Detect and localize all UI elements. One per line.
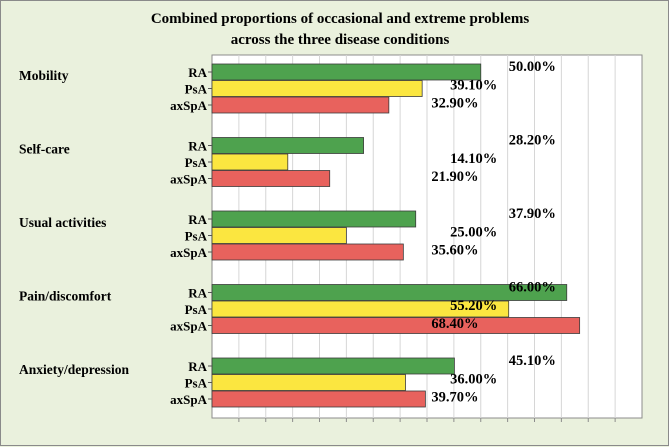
series-label: axSpA	[170, 245, 207, 260]
category-label: Pain/discomfort	[19, 289, 112, 304]
data-label: 37.90%	[509, 206, 556, 222]
bar	[211, 210, 417, 228]
series-label: axSpA	[170, 98, 207, 113]
bar	[211, 137, 364, 154]
data-label: 21.90%	[431, 169, 478, 185]
series-label: PsA	[185, 302, 208, 317]
series-label: PsA	[185, 229, 208, 244]
series-label: axSpA	[170, 172, 207, 187]
series-label: RA	[188, 65, 207, 80]
data-label: 39.70%	[431, 390, 478, 406]
bar	[211, 357, 455, 375]
bar	[211, 170, 331, 187]
data-label: 35.60%	[431, 243, 478, 259]
series-label: RA	[188, 139, 207, 154]
data-label: 14.10%	[450, 151, 497, 167]
bar	[211, 80, 423, 97]
data-label: 39.10%	[450, 77, 497, 93]
data-label: 50.00%	[509, 59, 556, 75]
data-label: 55.20%	[450, 298, 497, 314]
bar	[211, 153, 289, 171]
bar	[211, 243, 404, 261]
data-label: 25.00%	[450, 224, 497, 240]
data-label: 32.90%	[431, 96, 478, 112]
series-label: RA	[188, 359, 207, 374]
bar	[211, 317, 581, 334]
series-label: RA	[188, 212, 207, 227]
bar	[211, 390, 426, 408]
category-label: Mobility	[19, 68, 69, 83]
data-label: 28.20%	[509, 133, 556, 149]
series-label: RA	[188, 286, 207, 301]
bar	[211, 374, 406, 391]
data-label: 68.40%	[431, 316, 478, 332]
bar	[211, 96, 390, 114]
series-label: PsA	[185, 82, 208, 97]
bar	[211, 63, 482, 81]
category-label: Anxiety/depression	[19, 362, 130, 377]
chart-title-line-2: across the three disease conditions	[231, 32, 450, 48]
data-label: 45.10%	[509, 353, 556, 369]
series-label: axSpA	[170, 319, 207, 334]
bars	[211, 63, 581, 408]
category-label: Self-care	[19, 142, 70, 157]
series-label: PsA	[185, 155, 208, 170]
chart-title-line-1: Combined proportions of occasional and e…	[151, 11, 530, 27]
labels: Mobility RA 50.00% PsA 39.10% axSpA 32.90% Self…	[19, 59, 556, 407]
category-label: Usual activities	[19, 215, 106, 230]
series-label: axSpA	[170, 392, 207, 407]
data-label: 66.00%	[509, 280, 556, 296]
bar	[211, 227, 347, 244]
data-label: 36.00%	[450, 371, 497, 387]
series-label: PsA	[185, 376, 208, 391]
